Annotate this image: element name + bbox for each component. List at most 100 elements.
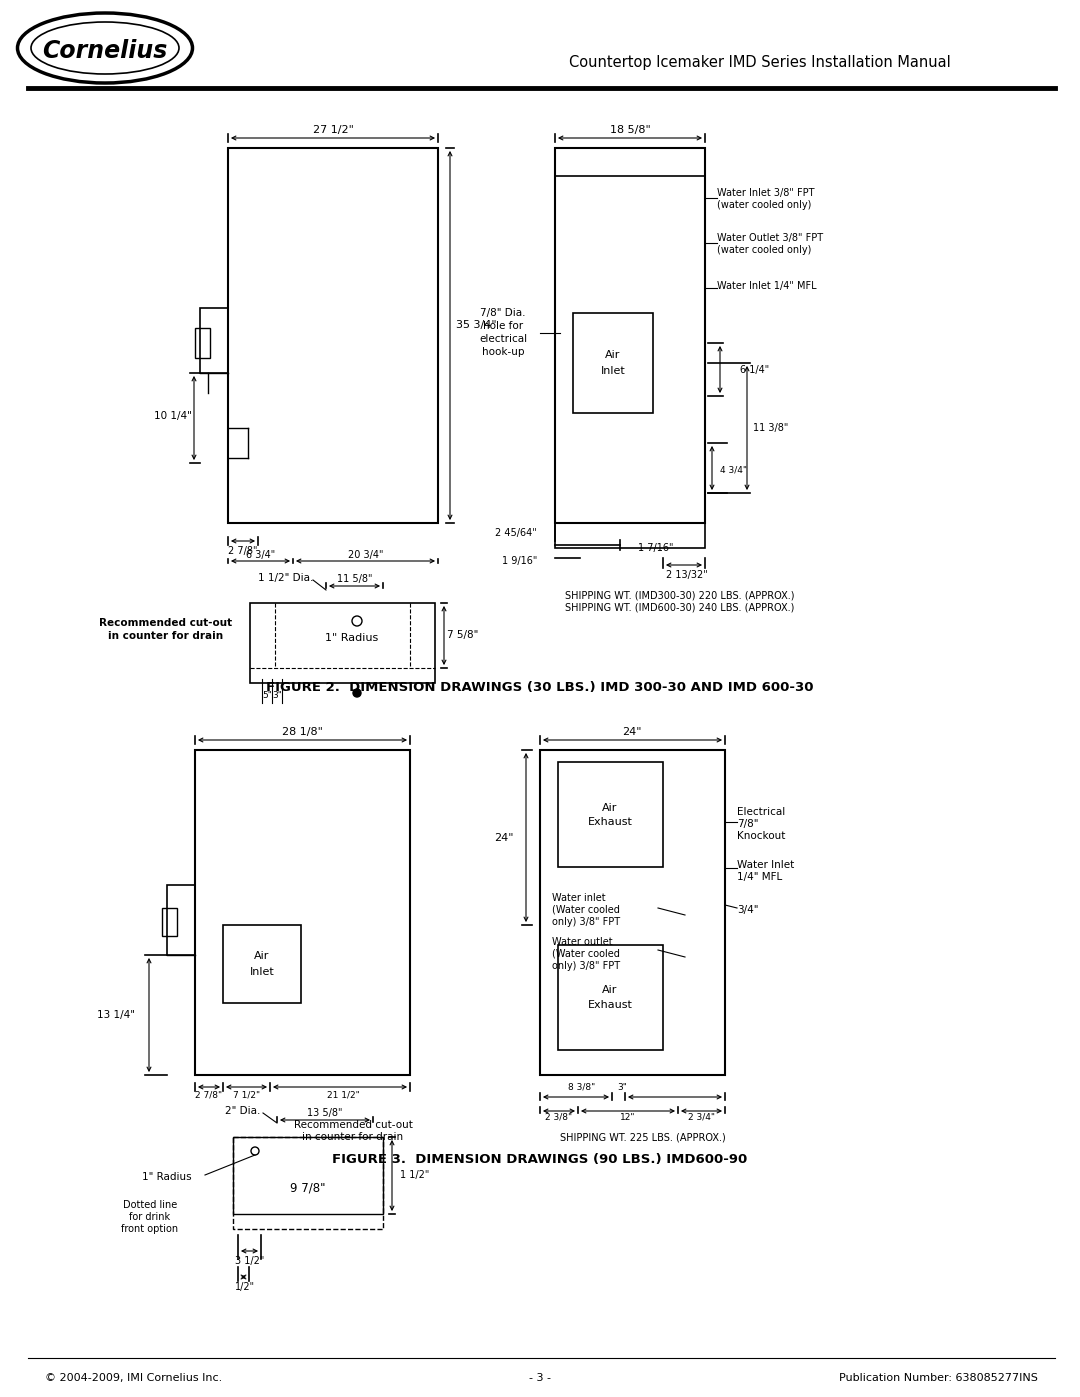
Text: Inlet: Inlet <box>600 366 625 376</box>
Text: 6 3/4": 6 3/4" <box>246 550 275 560</box>
Text: only) 3/8" FPT: only) 3/8" FPT <box>552 916 620 928</box>
Bar <box>167 886 195 956</box>
Text: 6 1/4": 6 1/4" <box>740 365 769 374</box>
Text: 13 5/8": 13 5/8" <box>307 1108 342 1118</box>
Text: SHIPPING WT. (IMD300-30) 220 LBS. (APPROX.): SHIPPING WT. (IMD300-30) 220 LBS. (APPRO… <box>565 590 795 599</box>
Text: 28 1/8": 28 1/8" <box>282 726 323 738</box>
Bar <box>233 1137 383 1229</box>
Bar <box>195 328 210 358</box>
Text: Recommended cut-out: Recommended cut-out <box>99 617 232 629</box>
Text: in counter for drain: in counter for drain <box>108 631 224 641</box>
Bar <box>555 522 705 548</box>
Text: Air: Air <box>603 985 618 995</box>
Text: 10 1/4": 10 1/4" <box>154 411 192 420</box>
Bar <box>228 148 438 522</box>
Ellipse shape <box>31 22 179 74</box>
Text: Knockout: Knockout <box>737 831 785 841</box>
Ellipse shape <box>17 13 192 82</box>
Text: 1" Radius: 1" Radius <box>325 633 379 643</box>
Text: 2 13/32": 2 13/32" <box>666 570 707 580</box>
Bar <box>222 925 301 1003</box>
Text: 2 3/4": 2 3/4" <box>689 1112 715 1122</box>
Text: 7 5/8": 7 5/8" <box>447 630 478 640</box>
Text: 3": 3" <box>272 690 282 700</box>
Bar <box>555 148 705 522</box>
Text: 35 3/4": 35 3/4" <box>456 320 497 330</box>
Text: 13 1/4": 13 1/4" <box>97 1010 135 1020</box>
Text: 24": 24" <box>622 726 642 738</box>
Text: 3": 3" <box>617 1083 626 1091</box>
Bar <box>162 908 177 936</box>
Text: 3 1/2": 3 1/2" <box>235 1256 265 1266</box>
Text: front option: front option <box>121 1224 178 1234</box>
Text: Water Inlet 3/8" FPT: Water Inlet 3/8" FPT <box>717 189 814 198</box>
Text: (water cooled only): (water cooled only) <box>717 244 811 256</box>
Text: 20 3/4": 20 3/4" <box>348 550 383 560</box>
Text: 8 3/8": 8 3/8" <box>568 1083 596 1091</box>
Bar <box>195 750 410 1076</box>
Text: (water cooled only): (water cooled only) <box>717 200 811 210</box>
Text: 5": 5" <box>262 690 272 700</box>
Text: 11 5/8": 11 5/8" <box>337 574 373 584</box>
Bar <box>558 761 663 868</box>
Bar <box>233 1137 383 1214</box>
Text: in counter for drain: in counter for drain <box>302 1132 404 1141</box>
Text: Inlet: Inlet <box>249 967 274 977</box>
Text: 9 7/8": 9 7/8" <box>291 1182 326 1194</box>
Text: Dotted line: Dotted line <box>123 1200 177 1210</box>
Text: 2 45/64": 2 45/64" <box>496 528 537 538</box>
Text: 24": 24" <box>495 833 514 842</box>
Text: 7/8" Dia.: 7/8" Dia. <box>481 307 526 319</box>
Text: Exhaust: Exhaust <box>588 817 633 827</box>
Text: © 2004-2009, IMI Cornelius Inc.: © 2004-2009, IMI Cornelius Inc. <box>45 1373 222 1383</box>
Text: Water Inlet: Water Inlet <box>737 861 794 870</box>
Text: Air: Air <box>603 803 618 813</box>
Text: Cornelius: Cornelius <box>42 39 167 63</box>
Circle shape <box>353 689 361 697</box>
Text: 1 1/2": 1 1/2" <box>401 1171 430 1180</box>
Text: 7 1/2": 7 1/2" <box>233 1091 260 1099</box>
Text: hole for: hole for <box>483 321 523 331</box>
Text: FIGURE 3.  DIMENSION DRAWINGS (90 LBS.) IMD600-90: FIGURE 3. DIMENSION DRAWINGS (90 LBS.) I… <box>333 1154 747 1166</box>
Text: Recommended cut-out: Recommended cut-out <box>294 1120 413 1130</box>
Text: 1" Radius: 1" Radius <box>143 1172 192 1182</box>
Text: Air: Air <box>254 951 270 961</box>
Text: Publication Number: 638085277INS: Publication Number: 638085277INS <box>839 1373 1038 1383</box>
Text: 7/8": 7/8" <box>737 819 758 828</box>
Text: 1 7/16": 1 7/16" <box>638 543 674 553</box>
Text: 1 9/16": 1 9/16" <box>501 556 537 566</box>
Text: 2" Dia.: 2" Dia. <box>225 1106 260 1116</box>
Text: 12": 12" <box>620 1112 636 1122</box>
Text: SHIPPING WT. 225 LBS. (APPROX.): SHIPPING WT. 225 LBS. (APPROX.) <box>561 1132 726 1141</box>
Text: 1 1/2" Dia.: 1 1/2" Dia. <box>258 573 313 583</box>
Text: 11 3/8": 11 3/8" <box>753 423 788 433</box>
Text: 1/4" MFL: 1/4" MFL <box>737 872 782 882</box>
Text: Electrical: Electrical <box>737 807 785 817</box>
Text: Water outlet: Water outlet <box>552 937 612 947</box>
Text: 2 7/8": 2 7/8" <box>195 1091 222 1099</box>
Text: Countertop Icemaker IMD Series Installation Manual: Countertop Icemaker IMD Series Installat… <box>569 54 950 70</box>
Text: 2 3/8": 2 3/8" <box>545 1112 572 1122</box>
Text: SHIPPING WT. (IMD600-30) 240 LBS. (APPROX.): SHIPPING WT. (IMD600-30) 240 LBS. (APPRO… <box>565 604 795 613</box>
Bar <box>558 944 663 1051</box>
Text: 27 1/2": 27 1/2" <box>312 124 353 136</box>
Bar <box>555 148 705 176</box>
Bar <box>573 313 653 414</box>
Text: 4 3/4": 4 3/4" <box>720 465 747 475</box>
Bar <box>200 307 228 373</box>
Text: 1/2": 1/2" <box>235 1282 255 1292</box>
Text: Air: Air <box>605 351 621 360</box>
Text: - 3 -: - 3 - <box>529 1373 551 1383</box>
Text: Water inlet: Water inlet <box>552 893 606 902</box>
Text: FIGURE 2.  DIMENSION DRAWINGS (30 LBS.) IMD 300-30 AND IMD 600-30: FIGURE 2. DIMENSION DRAWINGS (30 LBS.) I… <box>267 682 813 694</box>
Text: Exhaust: Exhaust <box>588 1000 633 1010</box>
Text: Water Outlet 3/8" FPT: Water Outlet 3/8" FPT <box>717 233 823 243</box>
Bar <box>540 750 725 1076</box>
Bar <box>249 604 435 683</box>
Text: only) 3/8" FPT: only) 3/8" FPT <box>552 961 620 971</box>
Text: Water Inlet 1/4" MFL: Water Inlet 1/4" MFL <box>717 281 816 291</box>
Text: 2 7/8": 2 7/8" <box>228 546 258 556</box>
Text: electrical: electrical <box>478 334 527 344</box>
Text: 18 5/8": 18 5/8" <box>609 124 650 136</box>
Text: (Water cooled: (Water cooled <box>552 905 620 915</box>
